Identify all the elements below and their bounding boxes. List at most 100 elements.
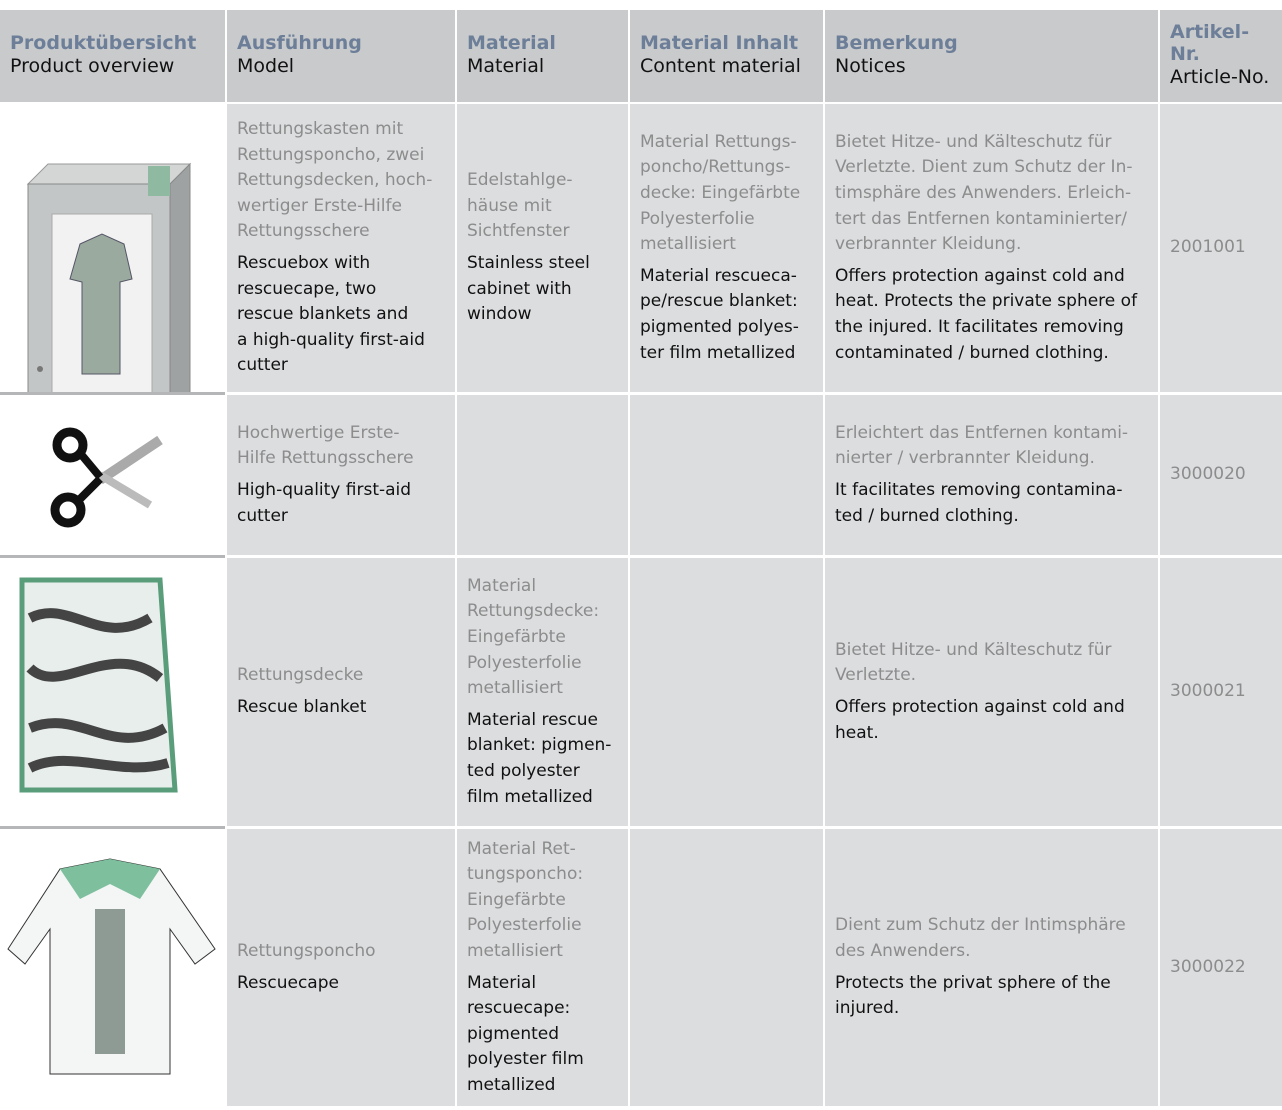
cell: Material Inhalt Content material (630, 10, 823, 102)
text-line: ted polyester (467, 760, 580, 781)
cell: Material Material (457, 10, 628, 102)
text-line: Polyesterfolie (467, 915, 582, 936)
text-line: a high-quality first-aid (237, 329, 425, 350)
text-line: Rescue blanket (237, 697, 367, 717)
text-line: Material (467, 32, 556, 55)
text-line: Hochwertige Erste- (237, 422, 400, 443)
german-text: Hochwertige Erste- Hilfe Rettungsschere (237, 421, 447, 472)
cell: Rettungsdecke Rescue blanket (227, 558, 455, 826)
text-line: Hilfe Rettungsschere (237, 448, 414, 469)
cell: Rettungskasten mit Rettungsponcho, zwei Re… (227, 104, 455, 392)
image-cell (0, 104, 225, 456)
text-line: Stainless steel (467, 253, 590, 273)
text-line: Model (237, 55, 295, 78)
image-cell (0, 395, 225, 558)
text-line: Produktübersicht (10, 32, 197, 55)
text-line: contaminated / burned clothing. (835, 342, 1109, 363)
text-line: ted / burned clothing. (835, 505, 1019, 526)
poncho-image (7, 858, 216, 1075)
text-line: High-quality first-aid (237, 480, 412, 500)
text-line: Nr. (1170, 43, 1200, 66)
text-line: blanket: pigmen- (467, 735, 612, 756)
text-line: metallisiert (640, 234, 736, 255)
english-text: Material rescueca-pe/rescue blanket: pigm… (640, 264, 815, 366)
text-line: Rettungskasten mit (237, 119, 404, 140)
english-text: Rescue blanket (237, 695, 447, 721)
text-line: heat. (835, 722, 879, 743)
german-text: Material Inhalt (640, 32, 815, 54)
text-line: metallized (467, 1074, 556, 1095)
text-line: rescuecape: (467, 998, 571, 1019)
text-line: metallisiert (467, 940, 563, 961)
cell: Material Rettungsdecke: Eingefärbte Polyest… (457, 558, 628, 826)
german-text: Bietet Hitze- und Kälteschutz für Verletz… (835, 638, 1150, 689)
text-line: Dient zum Schutz der Intimsphäre (835, 915, 1126, 936)
article-number: 2001001 (1170, 237, 1246, 258)
german-text: Material Rettungs-poncho/Rettungs-decke:… (640, 130, 815, 258)
text-line: ter film metallized (640, 342, 796, 363)
text-line: poncho/Rettungs- (640, 157, 791, 178)
cell: 3000021 (1160, 558, 1282, 826)
cell: 3000020 (1160, 395, 1282, 555)
cell (630, 395, 823, 555)
text-line: cutter (237, 355, 288, 376)
text-line: Verletzte. Dient zum Schutz der In- (835, 157, 1133, 178)
english-text: Material rescue blanket: pigmen-ted polye… (467, 708, 620, 810)
text-line: tert das Entfernen kontaminierter/ (835, 208, 1127, 229)
text-line: Material Ret- (467, 838, 576, 859)
text-line: Bietet Hitze- und Kälteschutz für (835, 131, 1112, 152)
cell: Artikel- Nr. Article-No. (1160, 10, 1282, 102)
cell: Material Rettungs-poncho/Rettungs-decke:… (630, 104, 823, 392)
text-line: Notices (835, 55, 906, 78)
text-line: pigmented polyes- (640, 316, 799, 337)
text-line: Article-No. (1170, 66, 1270, 89)
text-line: decke: Eingefärbte (640, 183, 801, 204)
german-text: Rettungsdecke (237, 663, 447, 689)
text-line: Polyesterfolie (467, 652, 582, 673)
text-line: cutter (237, 505, 288, 526)
article-number: 3000022 (1170, 956, 1246, 977)
cell (457, 395, 628, 555)
cell: Rettungsponcho Rescuecape (227, 829, 455, 1106)
text-line: verbrannter Kleidung. (835, 234, 1022, 255)
cell: Erleichtert das Entfernen kontami-nierte… (825, 395, 1158, 555)
english-text: Rescuebox with rescuecape, two rescue blan… (237, 251, 447, 379)
text-line: Polyesterfolie (640, 208, 755, 229)
english-text: Offers protection against cold and heat. (835, 695, 1150, 746)
cell: Dient zum Schutz der Intimsphäre des Anwe… (825, 829, 1158, 1106)
text-line: rescue blankets and (237, 304, 409, 325)
cabinet-image (26, 162, 192, 456)
text-line: Sichtfenster (467, 221, 570, 242)
text-line: It facilitates removing contamina- (835, 480, 1123, 500)
cell: Hochwertige Erste- Hilfe Rettungsschere Hi… (227, 395, 455, 555)
text-line: cabinet with (467, 278, 572, 299)
blanket-image (19, 577, 178, 793)
german-text: Rettungskasten mit Rettungsponcho, zwei Re… (237, 117, 447, 245)
text-line: Edelstahlge- (467, 170, 573, 191)
text-line: the injured. It facilitates removing (835, 316, 1124, 337)
text-line: Eingefärbte (467, 889, 566, 910)
text-line: Verletzte. (835, 665, 917, 686)
text-line: des Anwenders. (835, 940, 971, 961)
text-line: film metallized (467, 786, 593, 807)
cell: Ausführung Model (227, 10, 455, 102)
cell: Produktübersicht Product overview (0, 10, 225, 102)
text-line: pigmented (467, 1023, 560, 1044)
text-line: Material (467, 972, 537, 993)
cell: Bietet Hitze- und Kälteschutz für Verletz… (825, 558, 1158, 826)
english-text: It facilitates removing contamina-ted / … (835, 478, 1150, 529)
text-line: Ausführung (237, 32, 362, 55)
text-line: häuse mit (467, 195, 552, 216)
english-text: Content material (640, 54, 815, 80)
image-cell (0, 558, 225, 829)
text-line: heat. Protects the private sphere of (835, 291, 1138, 312)
text-line: Rettungsschere (237, 221, 370, 242)
text-line: Offers protection against cold and (835, 265, 1125, 286)
english-text: Offers protection against cold and heat. … (835, 264, 1150, 366)
text-line: Bemerkung (835, 32, 958, 55)
text-line: Material Rettungs- (640, 131, 797, 152)
image-cell (0, 829, 225, 1106)
text-line: Bietet Hitze- und Kälteschutz für (835, 639, 1112, 660)
english-text: Rescuecape (237, 971, 447, 997)
german-text: Dient zum Schutz der Intimsphäre des Anwe… (835, 913, 1150, 964)
